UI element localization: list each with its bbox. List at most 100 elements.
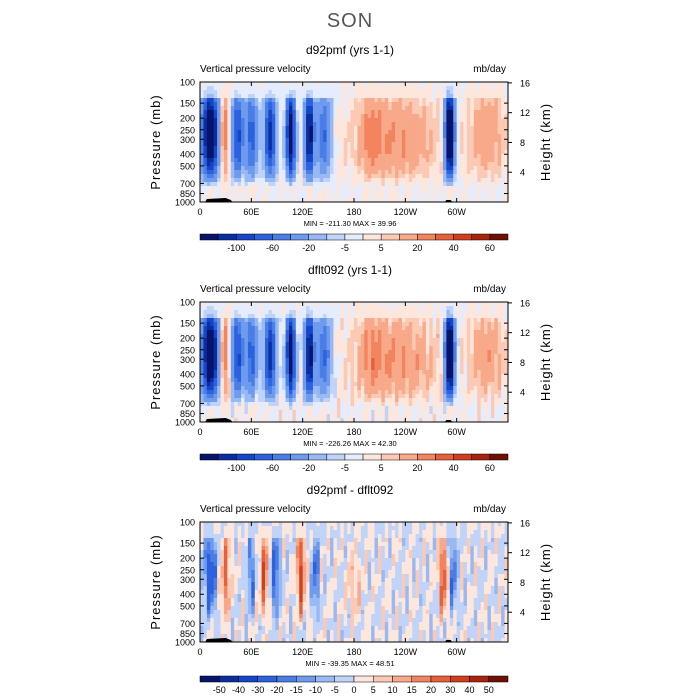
field-cell [299, 390, 304, 395]
field-cell [237, 94, 242, 99]
field-cell [354, 82, 358, 87]
field-cell [487, 390, 492, 395]
field-cell [241, 326, 245, 331]
field-cell [463, 354, 468, 359]
field-cell [395, 334, 399, 339]
field-cell [309, 142, 314, 147]
field-cell [268, 398, 273, 403]
field-cell [446, 82, 451, 87]
field-cell [285, 390, 290, 395]
field-cell [357, 126, 362, 131]
field-cell [463, 134, 468, 139]
field-cell [367, 194, 372, 199]
field-cell [306, 138, 310, 143]
field-cell [299, 130, 304, 135]
field-cell [306, 386, 310, 391]
field-cell [241, 110, 245, 115]
field-cell [203, 138, 208, 143]
field-cell [227, 394, 232, 399]
field-cell [501, 390, 505, 395]
field-cell [330, 126, 334, 131]
field-cell [473, 334, 478, 339]
field-cell [213, 134, 218, 139]
field-cell [405, 194, 410, 199]
field-cell [251, 382, 256, 387]
field-cell [460, 154, 464, 159]
field-cell [484, 134, 488, 139]
field-cell [271, 342, 276, 347]
field-cell [350, 186, 355, 191]
field-cell [364, 110, 369, 115]
field-cell [360, 150, 365, 155]
field-cell [213, 126, 218, 131]
field-cell [439, 162, 444, 167]
field-cell [213, 350, 218, 355]
field-cell [306, 194, 310, 199]
field-cell [429, 382, 434, 387]
field-cell [504, 90, 509, 95]
field-cell [319, 138, 324, 143]
field-cell [213, 374, 218, 379]
field-cell [470, 346, 475, 351]
field-cell [285, 154, 290, 159]
field-cell [497, 102, 502, 107]
field-cell [439, 322, 444, 327]
field-cell [251, 154, 256, 159]
field-cell [360, 126, 365, 131]
field-cell [275, 158, 280, 163]
field-cell [367, 94, 372, 99]
field-cell [460, 322, 464, 327]
field-cell [419, 358, 423, 363]
field-cell [340, 194, 345, 199]
field-cell [449, 322, 454, 327]
field-cell [415, 338, 420, 343]
field-cell [367, 310, 372, 315]
field-cell [432, 170, 437, 175]
field-cell [470, 302, 475, 307]
field-cell [200, 90, 204, 95]
field-cell [371, 166, 375, 171]
field-cell [484, 102, 488, 107]
field-cell [432, 326, 437, 331]
field-cell [295, 354, 300, 359]
field-cell [261, 310, 266, 315]
field-cell [258, 338, 262, 343]
field-cell [422, 314, 427, 319]
field-cell [210, 102, 215, 107]
field-cell [460, 370, 464, 375]
field-cell [288, 110, 293, 115]
field-cell [391, 346, 396, 351]
field-cell [501, 366, 505, 371]
field-cell [333, 102, 338, 107]
field-cell [247, 182, 252, 187]
field-cell [408, 382, 413, 387]
field-cell [446, 334, 451, 339]
field-cell [265, 118, 269, 123]
field-cell [227, 326, 232, 331]
field-cell [456, 318, 461, 323]
field-cell [265, 374, 269, 379]
field-cell [354, 350, 358, 355]
field-cell [343, 162, 348, 167]
field-cell [367, 158, 372, 163]
field-cell [497, 162, 502, 167]
field-cell [360, 342, 365, 347]
field-cell [234, 142, 239, 147]
field-cell [254, 326, 259, 331]
field-cell [200, 138, 204, 143]
field-cell [251, 106, 256, 111]
field-cell [241, 334, 245, 339]
field-cell [213, 390, 218, 395]
field-cell [288, 302, 293, 307]
field-cell [391, 338, 396, 343]
field-cell [282, 326, 286, 331]
field-cell [309, 114, 314, 119]
field-cell [470, 186, 475, 191]
field-cell [494, 374, 499, 379]
field-cell [206, 82, 211, 87]
field-cell [436, 310, 440, 315]
field-cell [398, 342, 403, 347]
field-cell [398, 394, 403, 399]
field-cell [419, 114, 423, 119]
field-cell [388, 110, 393, 115]
